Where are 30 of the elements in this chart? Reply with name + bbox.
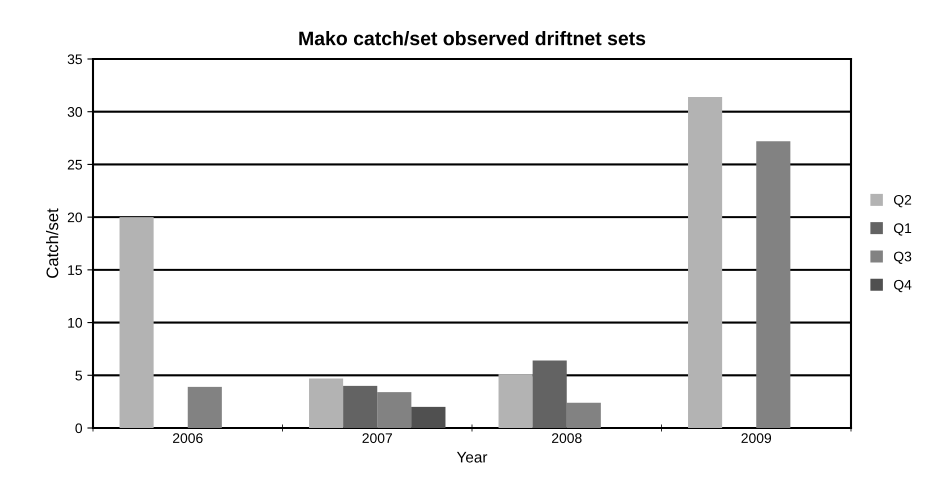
bar [532, 360, 567, 428]
bar [411, 406, 446, 428]
legend-label: Q3 [894, 252, 912, 264]
x-tick-label: 2007 [362, 433, 392, 444]
legend-label: Q2 [894, 194, 912, 208]
y-tick-label: 5 [75, 370, 82, 380]
y-axis-title: Catch/set [46, 208, 58, 278]
chart-title: Mako catch/set observed driftnet sets [299, 31, 646, 46]
x-tick-label: 2006 [173, 433, 203, 444]
y-tick-label: 15 [68, 265, 82, 276]
legend-label: Q1 [894, 223, 912, 236]
bar [566, 402, 601, 428]
legend-label: Q4 [894, 280, 912, 292]
x-axis-title: Year [456, 452, 488, 463]
y-tick-label: 0 [75, 423, 82, 434]
bar [309, 378, 344, 428]
x-tick-label: 2009 [742, 433, 772, 444]
bar [343, 386, 378, 428]
bar [688, 96, 722, 428]
bar [188, 386, 222, 428]
bar [120, 217, 154, 428]
y-tick-label: 35 [68, 54, 82, 64]
bar [756, 141, 790, 428]
y-tick-label: 25 [68, 160, 82, 170]
y-tick-label: 30 [68, 107, 82, 117]
y-tick-label: 10 [68, 318, 82, 328]
x-tick-label: 2008 [552, 433, 582, 444]
bar [498, 374, 533, 428]
bar [377, 392, 412, 428]
y-tick-label: 20 [68, 212, 82, 222]
